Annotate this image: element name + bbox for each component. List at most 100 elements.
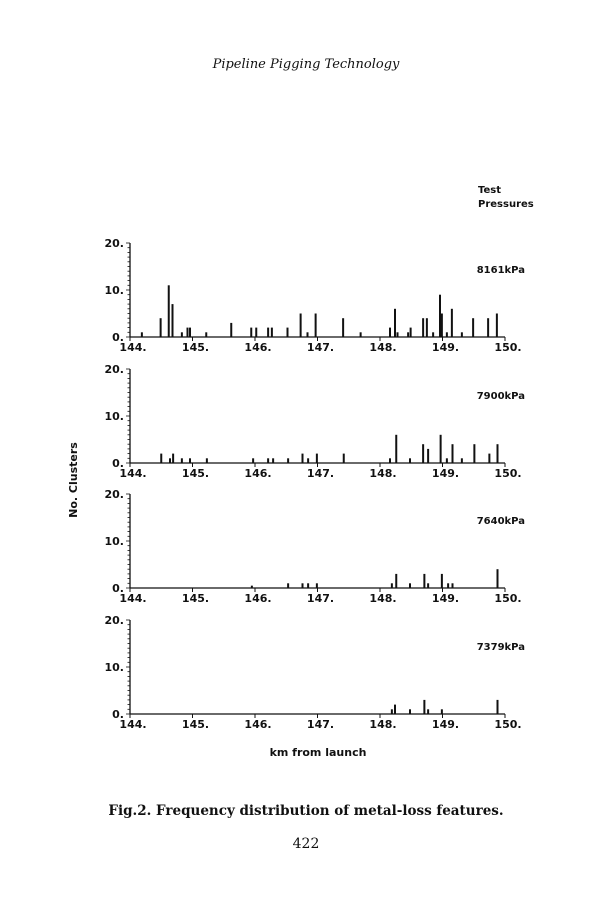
x-tick-label: 145. <box>182 592 209 605</box>
bar <box>255 327 258 337</box>
bar <box>287 458 290 463</box>
bar <box>167 285 170 337</box>
x-tick-label: 148. <box>369 467 396 480</box>
bar <box>180 332 183 337</box>
bar <box>396 332 399 337</box>
bar <box>451 444 454 463</box>
y-tick-label: 20. <box>105 488 125 501</box>
bar <box>342 453 345 463</box>
bar <box>250 327 253 337</box>
bar <box>395 434 398 463</box>
bar <box>389 327 391 337</box>
y-tick-label: 10. <box>105 284 125 297</box>
bar <box>342 318 345 337</box>
x-tick-label: 146. <box>244 592 271 605</box>
bar <box>252 458 255 463</box>
bar <box>307 458 310 463</box>
y-tick-label: 10. <box>105 535 125 548</box>
x-tick-label: 147. <box>307 467 334 480</box>
bar <box>447 583 450 588</box>
bar <box>440 709 443 714</box>
pressure-label: 7379kPa <box>477 642 525 653</box>
bar <box>460 332 463 337</box>
bar <box>409 458 411 463</box>
bar <box>395 573 398 588</box>
bar <box>140 332 143 337</box>
y-tick-label: 0. <box>112 457 124 470</box>
bar <box>422 318 425 337</box>
x-tick-label: 145. <box>182 718 209 731</box>
x-axis-label: km from launch <box>270 746 367 759</box>
bar <box>439 294 441 337</box>
bar <box>472 318 475 337</box>
bar <box>315 583 318 588</box>
bar <box>460 458 463 463</box>
bar <box>189 458 191 463</box>
x-tick-label: 148. <box>369 718 396 731</box>
x-tick-label: 144. <box>119 592 146 605</box>
x-tick-label: 146. <box>244 718 271 731</box>
bar <box>487 318 490 337</box>
bar <box>445 458 448 463</box>
bar <box>389 458 391 463</box>
y-tick-label: 0. <box>112 582 124 595</box>
bar <box>299 313 302 337</box>
x-tick-label: 147. <box>307 341 334 354</box>
bar <box>230 322 233 337</box>
bar <box>250 585 253 588</box>
bar <box>205 458 208 463</box>
bar <box>272 458 275 463</box>
bar <box>407 332 410 337</box>
figure-caption: Fig.2. Frequency distribution of metal-l… <box>108 803 504 819</box>
bar <box>427 709 430 714</box>
bar <box>307 583 310 588</box>
bar <box>314 313 317 337</box>
x-tick-label: 150. <box>494 341 521 354</box>
x-tick-label: 148. <box>369 592 396 605</box>
bar <box>306 332 309 337</box>
bar <box>301 453 304 463</box>
bar <box>432 332 435 337</box>
pressure-label: 7640kPa <box>477 516 525 527</box>
x-tick-label: 150. <box>494 467 521 480</box>
bar <box>496 444 499 463</box>
legend-title-line2: Pressures <box>478 199 534 210</box>
bar <box>427 448 430 463</box>
x-tick-label: 150. <box>494 718 521 731</box>
bar <box>180 458 183 463</box>
bar <box>425 318 428 337</box>
bar <box>423 699 426 714</box>
bar <box>473 444 476 463</box>
y-tick-label: 10. <box>105 410 125 423</box>
bar <box>496 699 499 714</box>
y-tick-label: 20. <box>105 237 125 250</box>
y-tick-label: 0. <box>112 708 124 721</box>
x-tick-label: 147. <box>307 718 334 731</box>
bar <box>409 709 411 714</box>
bar <box>423 573 426 588</box>
bar <box>169 458 171 463</box>
x-tick-label: 144. <box>119 718 146 731</box>
y-tick-label: 10. <box>105 661 125 674</box>
bar <box>394 704 396 714</box>
x-tick-label: 149. <box>432 718 459 731</box>
pressure-label: 8161kPa <box>477 265 525 276</box>
x-tick-label: 149. <box>432 592 459 605</box>
x-tick-label: 144. <box>119 467 146 480</box>
bar <box>427 583 430 588</box>
pressure-label: 7900kPa <box>477 391 525 402</box>
bar <box>286 327 289 337</box>
page-number: 422 <box>292 836 320 852</box>
bar <box>422 444 425 463</box>
x-tick-label: 148. <box>369 341 396 354</box>
bar <box>270 327 273 337</box>
y-tick-label: 0. <box>112 331 124 344</box>
y-tick-label: 20. <box>105 363 125 376</box>
bar <box>205 332 208 337</box>
bar <box>440 573 443 588</box>
bar <box>172 453 175 463</box>
bar <box>390 709 393 714</box>
bar <box>186 327 189 337</box>
bar <box>450 308 453 337</box>
